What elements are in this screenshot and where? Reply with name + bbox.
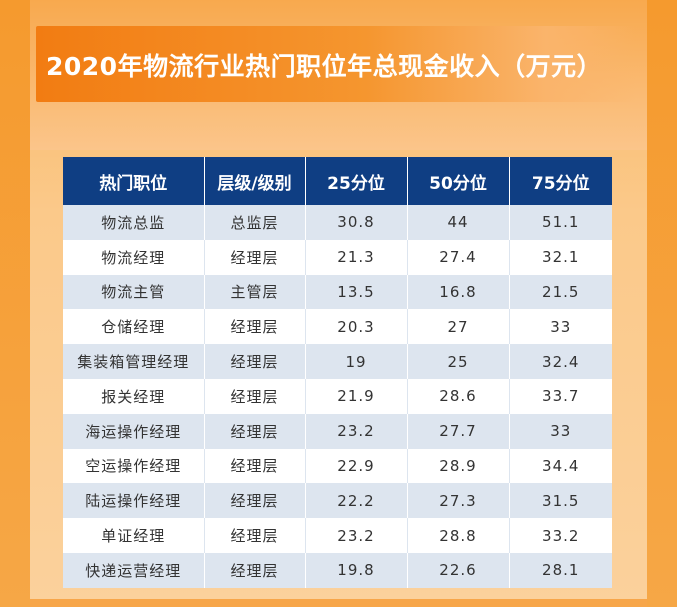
cell-p75: 33 (509, 309, 612, 345)
cell-position: 物流主管 (63, 274, 205, 310)
cell-p50: 25 (407, 344, 510, 379)
cell-p50: 22.6 (407, 552, 510, 588)
table-row: 海运操作经理 经理层 23.2 27.7 33 (63, 413, 612, 449)
cell-level: 主管层 (204, 274, 306, 310)
title-banner (36, 26, 636, 102)
cell-p50: 28.6 (407, 378, 510, 414)
cell-position: 物流总监 (63, 205, 205, 240)
cell-position: 集装箱管理经理 (63, 344, 205, 379)
cell-p75: 31.5 (509, 483, 612, 519)
cell-level: 经理层 (204, 448, 306, 484)
cell-p75: 33 (509, 413, 612, 449)
cell-p25: 22.2 (305, 483, 408, 519)
page-title: 2020年物流行业热门职位年总现金收入（万元） (46, 52, 603, 81)
cell-p25: 19.8 (305, 552, 408, 588)
cell-p50: 28.8 (407, 518, 510, 553)
cell-position: 单证经理 (63, 518, 205, 553)
cell-level: 经理层 (204, 239, 306, 275)
table-header-row: 热门职位 层级/级别 25分位 50分位 75分位 (63, 157, 612, 205)
cell-p25: 13.5 (305, 274, 408, 310)
table-row: 空运操作经理 经理层 22.9 28.9 34.4 (63, 448, 612, 484)
cell-level: 经理层 (204, 518, 306, 553)
cell-position: 报关经理 (63, 378, 205, 414)
cell-position: 空运操作经理 (63, 448, 205, 484)
table-row: 单证经理 经理层 23.2 28.8 33.2 (63, 518, 612, 553)
salary-table-card: 热门职位 层级/级别 25分位 50分位 75分位 物流总监 总监层 30.8 44 5… (63, 157, 612, 588)
cell-p75: 51.1 (509, 205, 612, 240)
cell-p25: 22.9 (305, 448, 408, 484)
cell-p75: 33.7 (509, 378, 612, 414)
header-level: 层级/级别 (204, 157, 306, 205)
header-p50: 50分位 (407, 157, 510, 205)
table-row: 集装箱管理经理 经理层 19 25 32.4 (63, 344, 612, 379)
cell-position: 快递运营经理 (63, 552, 205, 588)
right-frame (647, 0, 677, 607)
cell-level: 经理层 (204, 552, 306, 588)
cell-p50: 27.3 (407, 483, 510, 519)
cell-p75: 28.1 (509, 552, 612, 588)
table-row: 物流经理 经理层 21.3 27.4 32.1 (63, 239, 612, 275)
cell-p75: 21.5 (509, 274, 612, 310)
cell-p25: 30.8 (305, 205, 408, 240)
cell-p25: 20.3 (305, 309, 408, 345)
cell-level: 经理层 (204, 309, 306, 345)
table-row: 物流总监 总监层 30.8 44 51.1 (63, 205, 612, 240)
cell-level: 经理层 (204, 483, 306, 519)
header-p75: 75分位 (509, 157, 612, 205)
cell-position: 仓储经理 (63, 309, 205, 345)
cell-p50: 28.9 (407, 448, 510, 484)
salary-table: 热门职位 层级/级别 25分位 50分位 75分位 物流总监 总监层 30.8 44 5… (63, 157, 612, 588)
cell-p25: 21.9 (305, 378, 408, 414)
cell-position: 海运操作经理 (63, 413, 205, 449)
cell-p50: 27.4 (407, 239, 510, 275)
cell-level: 经理层 (204, 413, 306, 449)
cell-level: 总监层 (204, 205, 306, 240)
left-frame (0, 0, 30, 607)
bottom-band (30, 599, 647, 607)
table-row: 陆运操作经理 经理层 22.2 27.3 31.5 (63, 483, 612, 519)
cell-p75: 32.1 (509, 239, 612, 275)
cell-position: 陆运操作经理 (63, 483, 205, 519)
cell-p50: 16.8 (407, 274, 510, 310)
cell-p50: 27.7 (407, 413, 510, 449)
table-row: 仓储经理 经理层 20.3 27 33 (63, 309, 612, 345)
cell-p75: 34.4 (509, 448, 612, 484)
table-row: 物流主管 主管层 13.5 16.8 21.5 (63, 274, 612, 310)
cell-p75: 33.2 (509, 518, 612, 553)
cell-p25: 21.3 (305, 239, 408, 275)
cell-level: 经理层 (204, 344, 306, 379)
header-position: 热门职位 (63, 157, 205, 205)
cell-p25: 19 (305, 344, 408, 379)
cell-p25: 23.2 (305, 413, 408, 449)
table-row: 快递运营经理 经理层 19.8 22.6 28.1 (63, 552, 612, 588)
cell-p75: 32.4 (509, 344, 612, 379)
cell-position: 物流经理 (63, 239, 205, 275)
cell-level: 经理层 (204, 378, 306, 414)
table-row: 报关经理 经理层 21.9 28.6 33.7 (63, 378, 612, 414)
cell-p25: 23.2 (305, 518, 408, 553)
header-p25: 25分位 (305, 157, 408, 205)
cell-p50: 44 (407, 205, 510, 240)
cell-p50: 27 (407, 309, 510, 345)
